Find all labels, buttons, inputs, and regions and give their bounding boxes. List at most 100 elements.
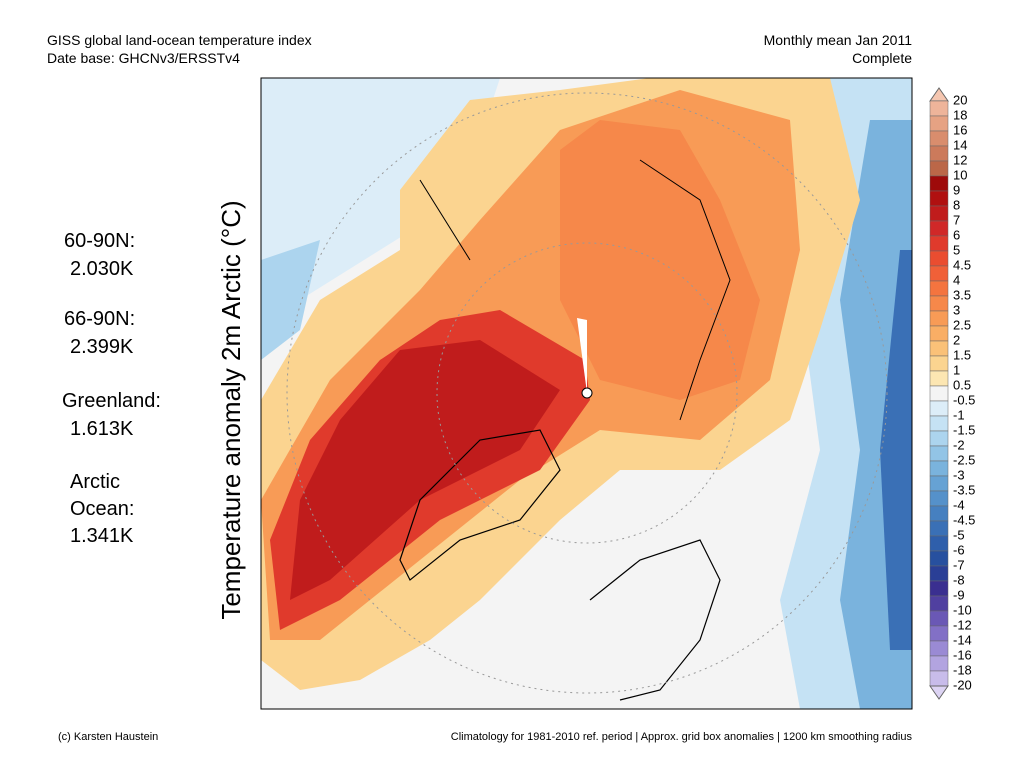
colorbar-box (929, 655, 949, 672)
colorbar-box (929, 400, 949, 417)
stat-value: 2.399K (70, 336, 134, 358)
colorbar-box (929, 430, 949, 447)
colorbar-label: -5 (953, 527, 965, 542)
colorbar-label: 3.5 (953, 287, 971, 302)
colorbar-box (929, 235, 949, 252)
colorbar-label: 1 (953, 362, 960, 377)
colorbar-box (929, 115, 949, 132)
colorbar-label: 0.5 (953, 377, 971, 392)
colorbar-box (929, 595, 949, 612)
colorbar-box (929, 130, 949, 147)
anomaly-region (290, 340, 560, 600)
stat-label: Ocean: (70, 498, 134, 520)
colorbar-box (929, 520, 949, 537)
colorbar-label: -8 (953, 572, 965, 587)
stat-value: 1.341K (70, 525, 134, 547)
colorbar-label: -7 (953, 557, 965, 572)
pole-gap (577, 318, 587, 393)
stat-label: 66-90N: (64, 308, 135, 330)
colorbar-label: 2 (953, 332, 960, 347)
colorbar-label: 6 (953, 227, 960, 242)
colorbar-box (929, 220, 949, 237)
colorbar-box (929, 145, 949, 162)
latitude-circle (286, 92, 888, 694)
footer-note: Climatology for 1981-2010 ref. period | … (451, 731, 913, 743)
colorbar-label: 4.5 (953, 257, 971, 272)
colorbar-box (929, 565, 949, 582)
stat-value: 1.613K (70, 418, 134, 440)
anomaly-region (261, 78, 500, 300)
y-axis-label: Temperature anomaly 2m Arctic (°C) (216, 200, 246, 619)
colorbar-arrow (929, 87, 949, 102)
colorbar-label: 7 (953, 212, 960, 227)
colorbar-label: -2 (953, 437, 965, 452)
colorbar-label: -3.5 (953, 482, 975, 497)
colorbar-box (929, 445, 949, 462)
colorbar-label: 9 (953, 182, 960, 197)
colorbar-box (929, 175, 949, 192)
colorbar-label: 18 (953, 107, 967, 122)
colorbar-box (929, 385, 949, 402)
colorbar-label: -4 (953, 497, 965, 512)
colorbar-label: 14 (953, 137, 967, 152)
colorbar-label: 8 (953, 197, 960, 212)
colorbar-box (929, 490, 949, 507)
map (260, 77, 913, 710)
colorbar-box (929, 580, 949, 597)
footer-credit: (c) Karsten Haustein (58, 731, 158, 743)
colorbar-label: -4.5 (953, 512, 975, 527)
colorbar-box (929, 340, 949, 357)
colorbar-box (929, 310, 949, 327)
colorbar-box (929, 325, 949, 342)
anomaly-region (580, 500, 760, 709)
map-frame (260, 77, 913, 710)
latitude-circle (436, 242, 738, 544)
colorbar-box (929, 640, 949, 657)
colorbar-box (929, 280, 949, 297)
colorbar-label: 2.5 (953, 317, 971, 332)
colorbar-label: -0.5 (953, 392, 975, 407)
anomaly-region (261, 240, 320, 360)
coastline (639, 159, 731, 421)
colorbar-label: -9 (953, 587, 965, 602)
header-title: GISS global land-ocean temperature index (47, 32, 312, 48)
colorbar-label: -12 (953, 617, 972, 632)
colorbar-box (929, 250, 949, 267)
colorbar-label: 20 (953, 92, 967, 107)
colorbar-box (929, 100, 949, 117)
coastline (419, 179, 471, 261)
colorbar-label: -20 (953, 677, 972, 692)
colorbar-box (929, 670, 949, 687)
header-period: Monthly mean Jan 2011 (764, 32, 913, 48)
colorbar-label: -16 (953, 647, 972, 662)
colorbar-arrow (929, 685, 949, 700)
stat-value: 2.030K (70, 258, 134, 280)
anomaly-region (560, 120, 760, 400)
header-subtitle: Date base: GHCNv3/ERSSTv4 (47, 50, 240, 66)
stat-label: 60-90N: (64, 230, 135, 252)
colorbar-label: -6 (953, 542, 965, 557)
colorbar-box (929, 475, 949, 492)
colorbar-label: 1.5 (953, 347, 971, 362)
coastline (399, 429, 561, 581)
anomaly-region (880, 250, 912, 650)
colorbar: 201816141210987654.543.532.521.510.5-0.5… (929, 87, 975, 700)
colorbar-label: -14 (953, 632, 972, 647)
colorbar-box (929, 190, 949, 207)
colorbar-label: -10 (953, 602, 972, 617)
colorbar-box (929, 460, 949, 477)
colorbar-label: 4 (953, 272, 960, 287)
colorbar-box (929, 370, 949, 387)
colorbar-label: 12 (953, 152, 967, 167)
colorbar-box (929, 550, 949, 567)
colorbar-box (929, 160, 949, 177)
stat-label: Greenland: (62, 390, 161, 412)
colorbar-box (929, 295, 949, 312)
pole-marker (581, 387, 593, 399)
colorbar-label: 16 (953, 122, 967, 137)
colorbar-label: -1.5 (953, 422, 975, 437)
colorbar-box (929, 625, 949, 642)
colorbar-label: 3 (953, 302, 960, 317)
colorbar-label: -3 (953, 467, 965, 482)
colorbar-label: -18 (953, 662, 972, 677)
